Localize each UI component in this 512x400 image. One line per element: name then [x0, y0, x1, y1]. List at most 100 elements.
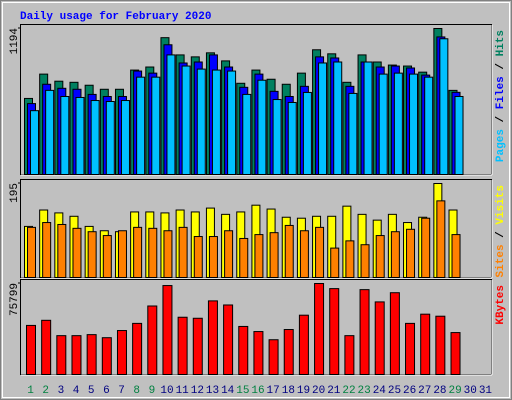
legend: KBytes: [495, 285, 507, 325]
x-tick-label: 22: [342, 385, 355, 397]
bar: [196, 68, 206, 175]
legend-entry: Visits: [495, 185, 507, 225]
x-tick-label: 30: [464, 385, 477, 397]
x-tick-label: 29: [448, 385, 461, 397]
bar: [223, 304, 234, 376]
bar: [224, 230, 234, 279]
bar: [30, 110, 39, 175]
bar: [178, 226, 188, 279]
bar: [181, 65, 191, 175]
bar: [102, 235, 112, 278]
bar: [360, 244, 370, 279]
bar: [269, 232, 279, 279]
bar: [60, 95, 70, 175]
bar: [344, 335, 355, 376]
bar: [86, 334, 97, 375]
x-tick-label: 25: [388, 385, 401, 397]
y-tick-label: 1194: [9, 28, 21, 55]
bar: [75, 96, 85, 175]
bar: [406, 228, 416, 279]
x-tick-label: 15: [236, 385, 249, 397]
x-tick-label: 11: [176, 385, 190, 397]
bar: [208, 236, 218, 278]
bar: [151, 76, 161, 175]
bar: [27, 226, 36, 279]
legend-separator: /: [495, 56, 507, 76]
bar: [238, 325, 249, 375]
x-tick-label: 12: [191, 385, 204, 397]
x-tick-label: 23: [358, 385, 371, 397]
y-tick-label: 75799: [9, 283, 21, 316]
bar: [315, 226, 325, 279]
bar: [450, 332, 461, 376]
bar: [192, 317, 203, 375]
bar: [71, 335, 82, 376]
bar: [133, 226, 143, 279]
x-tick-label: 14: [221, 385, 235, 397]
bar: [257, 79, 267, 175]
x-tick-label: 4: [73, 385, 80, 397]
bar: [242, 93, 252, 175]
x-tick-label: 16: [251, 385, 264, 397]
bar: [454, 95, 464, 175]
bar: [116, 330, 127, 376]
x-tick-label: 6: [103, 385, 110, 397]
bar: [439, 38, 449, 175]
bar: [120, 100, 130, 175]
x-tick-label: 17: [267, 385, 280, 397]
x-tick-label: 8: [133, 385, 140, 397]
bar: [272, 99, 282, 175]
bar: [363, 61, 373, 175]
chart-title: Daily usage for February 2020: [20, 11, 211, 23]
bar: [147, 305, 158, 375]
bar: [287, 101, 297, 175]
bar: [451, 234, 461, 279]
bar: [390, 231, 400, 278]
bar: [298, 314, 309, 375]
bar: [162, 285, 173, 375]
bar: [72, 227, 82, 278]
legend-separator: /: [495, 109, 507, 129]
bar: [348, 92, 358, 175]
y-tick-label: 195: [9, 183, 21, 203]
bar: [253, 331, 264, 375]
bar: [318, 62, 328, 175]
bar: [227, 70, 237, 175]
x-tick-label: 2: [42, 385, 49, 397]
bar: [163, 230, 173, 279]
bar: [329, 288, 340, 376]
x-tick-label: 26: [403, 385, 416, 397]
bar: [177, 316, 188, 375]
x-tick-label: 31: [479, 385, 493, 397]
legend-entry: Files: [495, 76, 507, 109]
bar: [424, 76, 434, 175]
bar: [393, 72, 403, 175]
bar: [193, 236, 203, 278]
bar: [314, 283, 325, 375]
bar: [378, 73, 388, 175]
bar: [375, 235, 385, 278]
legend-entry: Hits: [495, 30, 507, 56]
legend-entry: Pages: [495, 129, 507, 162]
x-tick-label: 18: [282, 385, 295, 397]
legend-entry: KBytes: [495, 285, 507, 325]
x-tick-label: 20: [312, 385, 325, 397]
x-tick-label: 21: [327, 385, 341, 397]
bar: [283, 329, 294, 375]
bar: [166, 54, 176, 175]
bar: [57, 223, 67, 279]
bar: [117, 230, 127, 279]
bar: [389, 292, 400, 375]
legend-separator: /: [495, 225, 507, 245]
x-tick-label: 28: [433, 385, 446, 397]
bar: [90, 100, 100, 175]
bar: [421, 217, 431, 278]
bar: [345, 240, 355, 279]
bar: [302, 91, 312, 175]
bar: [42, 222, 52, 279]
bar: [359, 289, 370, 375]
bar: [268, 339, 279, 376]
bar: [254, 234, 264, 279]
bar: [148, 227, 158, 278]
bar: [26, 324, 36, 376]
